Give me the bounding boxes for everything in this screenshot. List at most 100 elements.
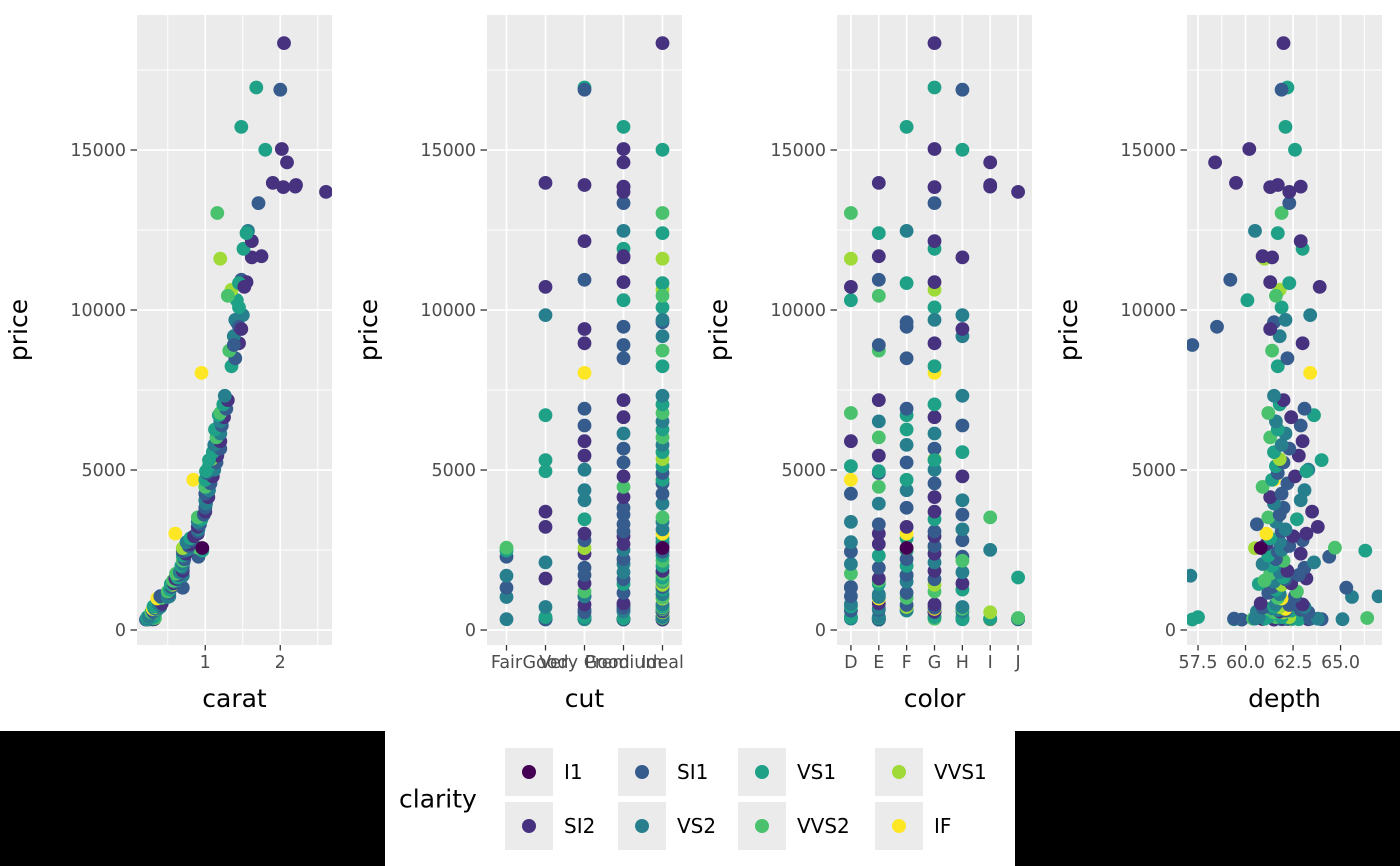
data-point (1272, 329, 1287, 344)
data-point (1269, 288, 1283, 303)
y-tick-label: 5000 (431, 461, 476, 481)
x-tick-label: Premium (585, 653, 663, 673)
data-point (655, 206, 670, 220)
data-point (927, 196, 942, 211)
data-point (871, 249, 886, 264)
data-point (538, 176, 553, 190)
data-point (538, 610, 553, 624)
data-point (538, 464, 553, 479)
data-point (577, 512, 592, 527)
data-point (1259, 526, 1274, 541)
panel-depth: 0 5000 10000 15000 57.5 60.0 62.5 65.0 depth pric… (1050, 0, 1400, 731)
data-point (655, 486, 670, 501)
data-point (616, 426, 631, 441)
data-point (1282, 185, 1297, 199)
data-point (927, 397, 942, 412)
data-point (1250, 517, 1264, 532)
x-tick-label: 62.5 (1274, 653, 1313, 673)
data-point (616, 517, 631, 532)
data-point (258, 142, 273, 157)
data-point (955, 388, 970, 403)
x-tick-label: G (928, 653, 942, 673)
data-point (1255, 480, 1270, 494)
data-point (655, 541, 670, 555)
data-point (871, 480, 886, 494)
data-point (955, 418, 970, 433)
data-point (280, 155, 294, 170)
data-point (577, 493, 592, 508)
data-point (616, 293, 631, 308)
data-point (538, 408, 553, 423)
data-point (655, 251, 670, 266)
data-point (844, 472, 858, 487)
data-point (1191, 610, 1205, 624)
data-point (577, 272, 592, 287)
data-point (577, 82, 592, 97)
y-axis-title: price (1054, 299, 1083, 361)
data-point (577, 366, 592, 380)
y-tick-label: 15000 (420, 141, 476, 161)
data-point (1253, 541, 1268, 555)
y-tick-label: 15000 (1120, 141, 1176, 161)
legend-key (505, 802, 553, 850)
data-point (538, 520, 553, 534)
data-point (655, 226, 670, 241)
data-point (871, 560, 886, 575)
data-point (927, 504, 942, 519)
data-point (927, 142, 942, 156)
data-point (899, 224, 914, 238)
data-point (871, 537, 886, 551)
data-point (899, 276, 914, 290)
data-point (499, 612, 514, 627)
data-point (1288, 142, 1302, 157)
data-point (1270, 178, 1285, 192)
data-point (927, 275, 942, 289)
data-point (927, 490, 942, 504)
x-tick-label: H (956, 653, 969, 673)
data-point (844, 280, 858, 294)
data-point (249, 80, 264, 95)
x-tick-label: Fair (491, 653, 523, 673)
data-point (1297, 401, 1312, 416)
data-point (955, 322, 970, 336)
legend-dot (522, 819, 536, 833)
data-point (265, 176, 280, 190)
data-point (871, 448, 886, 463)
plot-figure: 0 5000 10000 15000 1 2 carat price 0 5000 10000 15… (0, 0, 1400, 731)
data-point (1255, 249, 1270, 264)
data-point (927, 453, 942, 467)
x-axis-title: color (904, 684, 966, 713)
data-point (871, 272, 886, 287)
y-tick-label: 15000 (70, 141, 126, 161)
legend-dot (892, 819, 906, 833)
data-point (871, 226, 886, 241)
data-point (1267, 388, 1281, 403)
data-point (655, 288, 670, 303)
data-point (844, 580, 858, 594)
data-point (1291, 448, 1306, 463)
y-tick-label: 0 (115, 621, 126, 641)
data-point (655, 359, 670, 374)
data-point (1208, 155, 1222, 170)
legend-item-label: VS1 (797, 760, 837, 784)
data-point (871, 587, 886, 602)
data-point (1295, 434, 1310, 449)
data-point (234, 322, 249, 336)
legend-key (505, 748, 553, 796)
data-point (538, 571, 553, 586)
data-point (616, 185, 631, 199)
data-point (499, 580, 514, 595)
data-point (577, 434, 592, 449)
points-layer (139, 36, 332, 627)
data-point (844, 459, 858, 473)
data-point (871, 176, 886, 190)
data-point (655, 36, 670, 50)
data-point (616, 155, 631, 170)
data-point (927, 300, 942, 315)
data-point (1299, 526, 1314, 541)
data-point (1360, 611, 1375, 625)
x-axis-title: carat (202, 684, 267, 713)
data-point (844, 251, 858, 266)
